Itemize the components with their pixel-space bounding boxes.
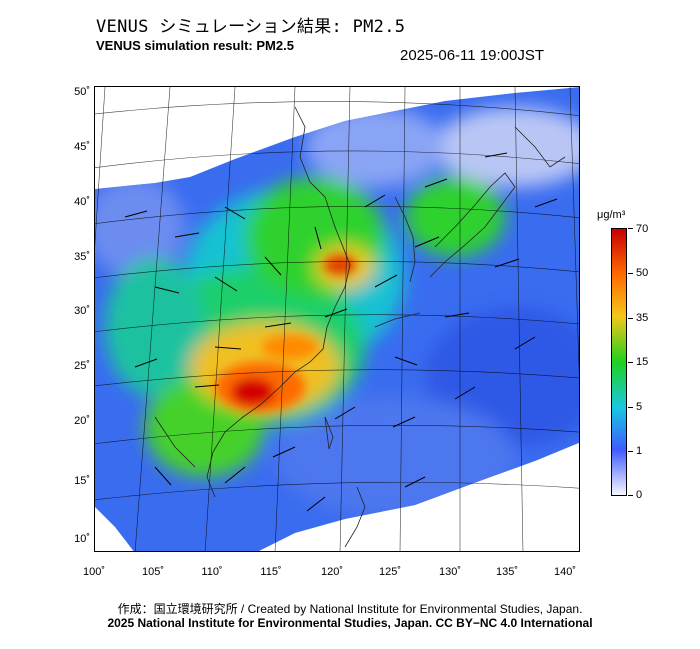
- lon-label: 100˚: [82, 566, 106, 578]
- lon-label: 120˚: [320, 566, 344, 578]
- lat-label: 25˚: [74, 360, 90, 372]
- timestamp: 2025-06-11 19:00JST: [400, 47, 544, 64]
- lon-label: 135˚: [495, 566, 519, 578]
- lat-label: 15˚: [74, 475, 90, 487]
- lat-label: 30˚: [74, 305, 90, 317]
- lon-label: 105˚: [141, 566, 165, 578]
- lon-label: 115˚: [260, 566, 282, 578]
- colorbar-label: 35: [636, 312, 649, 324]
- colorbar-unit: μg/m³: [597, 209, 626, 221]
- latitude-axis: 50˚ 45˚ 40˚ 35˚ 30˚ 25˚ 20˚ 15˚ 10˚: [56, 86, 92, 552]
- map-canvas: [95, 87, 579, 551]
- colorbar-ticks: 70 50 35 15 5 1 0: [628, 223, 668, 501]
- colorbar-label: 5: [636, 401, 643, 413]
- lat-label: 10˚: [74, 533, 90, 545]
- lon-label: 130˚: [438, 566, 462, 578]
- title-japanese: VENUS シミュレーション結果: PM2.5: [96, 17, 406, 37]
- lat-label: 20˚: [74, 415, 90, 427]
- pm25-map[interactable]: [94, 86, 580, 552]
- lat-label: 40˚: [74, 196, 90, 208]
- colorbar-label: 50: [636, 267, 649, 279]
- title-english: VENUS simulation result: PM2.5: [96, 38, 294, 53]
- lon-label: 125˚: [378, 566, 402, 578]
- coastlines: [154, 106, 566, 548]
- colorbar-label: 15: [636, 356, 649, 368]
- graticule: [95, 87, 579, 551]
- lat-label: 45˚: [74, 141, 90, 153]
- wind-vectors: [124, 152, 558, 512]
- colorbar-label: 1: [636, 445, 643, 457]
- longitude-axis: 100˚ 105˚ 110˚ 115˚ 120˚ 125˚ 130˚ 135˚ …: [83, 556, 580, 578]
- credit-line-1: 作成：国立環境研究所 / Created by National Institu…: [117, 602, 583, 616]
- lat-label: 35˚: [74, 251, 90, 263]
- colorbar-label: 0: [636, 489, 643, 501]
- lon-label: 110˚: [201, 566, 223, 578]
- lon-label: 140˚: [553, 566, 577, 578]
- colorbar-label: 70: [636, 223, 649, 235]
- concentration-field: [95, 87, 579, 551]
- credit-line-2: 2025 National Institute for Environmenta…: [107, 616, 593, 630]
- lat-label: 50˚: [74, 86, 90, 98]
- colorbar: [611, 228, 627, 496]
